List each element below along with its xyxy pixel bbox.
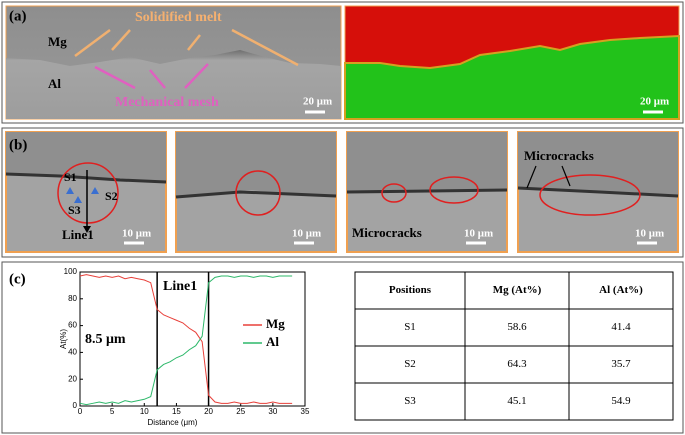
highlight [57,162,641,224]
panel-label: (c) [9,271,26,287]
x-tick-label: 25 [236,407,245,416]
table-cell: 41.4 [611,321,631,333]
table-cell: 64.3 [507,358,527,370]
eds-map [344,5,680,120]
x-tick-label: 10 [140,407,149,416]
panel-label: (a) [9,8,27,24]
table: Positions Mg (At%) Al (At%) S1 58.6 41.4 S2 64.… [354,271,674,421]
y-tick-label: 0 [73,401,78,410]
x-tick-label: 15 [172,407,181,416]
annotation: Line1 [163,279,197,294]
frame [1,1,684,124]
frame [1,261,684,434]
table-cell: S2 [404,358,416,370]
x-axis-label: Distance (μm) [148,418,198,427]
sem-image [5,5,342,120]
x-tick-label: 5 [110,407,115,416]
table-header: Mg (At%) [493,284,542,296]
scale-label: 10 μm [635,228,664,240]
annotation: Mechanical mesh [115,95,219,110]
scale-label: 20 μm [640,96,669,108]
series-line [79,275,293,406]
table-cell: S1 [404,321,416,333]
scale-label: 20 μm [303,96,332,108]
scale-label: 10 μm [292,228,321,240]
scale-label: 10 μm [122,228,151,240]
y-axis-label: At(%) [59,329,68,349]
annotation: 8.5 μm [85,332,126,347]
plot-area [79,271,306,407]
series-line [79,274,293,404]
chart: 0 5 10 15 20 25 30 35 0 20 40 60 80 100 Distance (μm) A… [59,267,310,427]
table-header: Positions [389,284,432,296]
annotation: Microcracks [524,148,594,163]
annotation: Al [48,76,61,91]
table-header: Al (At%) [599,284,643,296]
y-tick-label: 40 [68,348,77,357]
point-label: S3 [68,203,81,217]
x-tick-label: 20 [204,407,213,416]
panel-label: (b) [9,137,27,153]
y-tick-label: 80 [68,294,77,303]
scale-label: 10 μm [464,228,493,240]
table-cell: 35.7 [611,358,631,370]
point-label: S2 [105,189,118,203]
arrows [526,165,571,189]
table-cell: S3 [404,395,416,407]
table-cell: 45.1 [507,395,526,407]
sem-image [5,131,679,253]
annotation: Microcracks [352,225,422,240]
point-label: S1 [64,170,77,184]
legend-label: Al [266,334,279,349]
arrows [94,63,209,90]
frame [1,127,684,258]
table-cell: 58.6 [507,321,527,333]
x-tick-label: 35 [301,407,310,416]
y-tick-label: 60 [68,321,77,330]
markers [66,187,99,203]
legend-label: Mg [266,316,285,331]
x-tick-label: 0 [78,407,83,416]
table-cell: 54.9 [611,395,631,407]
annotation: Mg [48,34,67,49]
x-tick-label: 30 [268,407,277,416]
y-tick-label: 20 [68,374,77,383]
line-scan [83,226,91,233]
arrows [74,28,299,67]
y-tick-label: 100 [64,267,78,276]
line-label: Line1 [62,227,94,242]
annotation: Solidified melt [135,10,222,25]
